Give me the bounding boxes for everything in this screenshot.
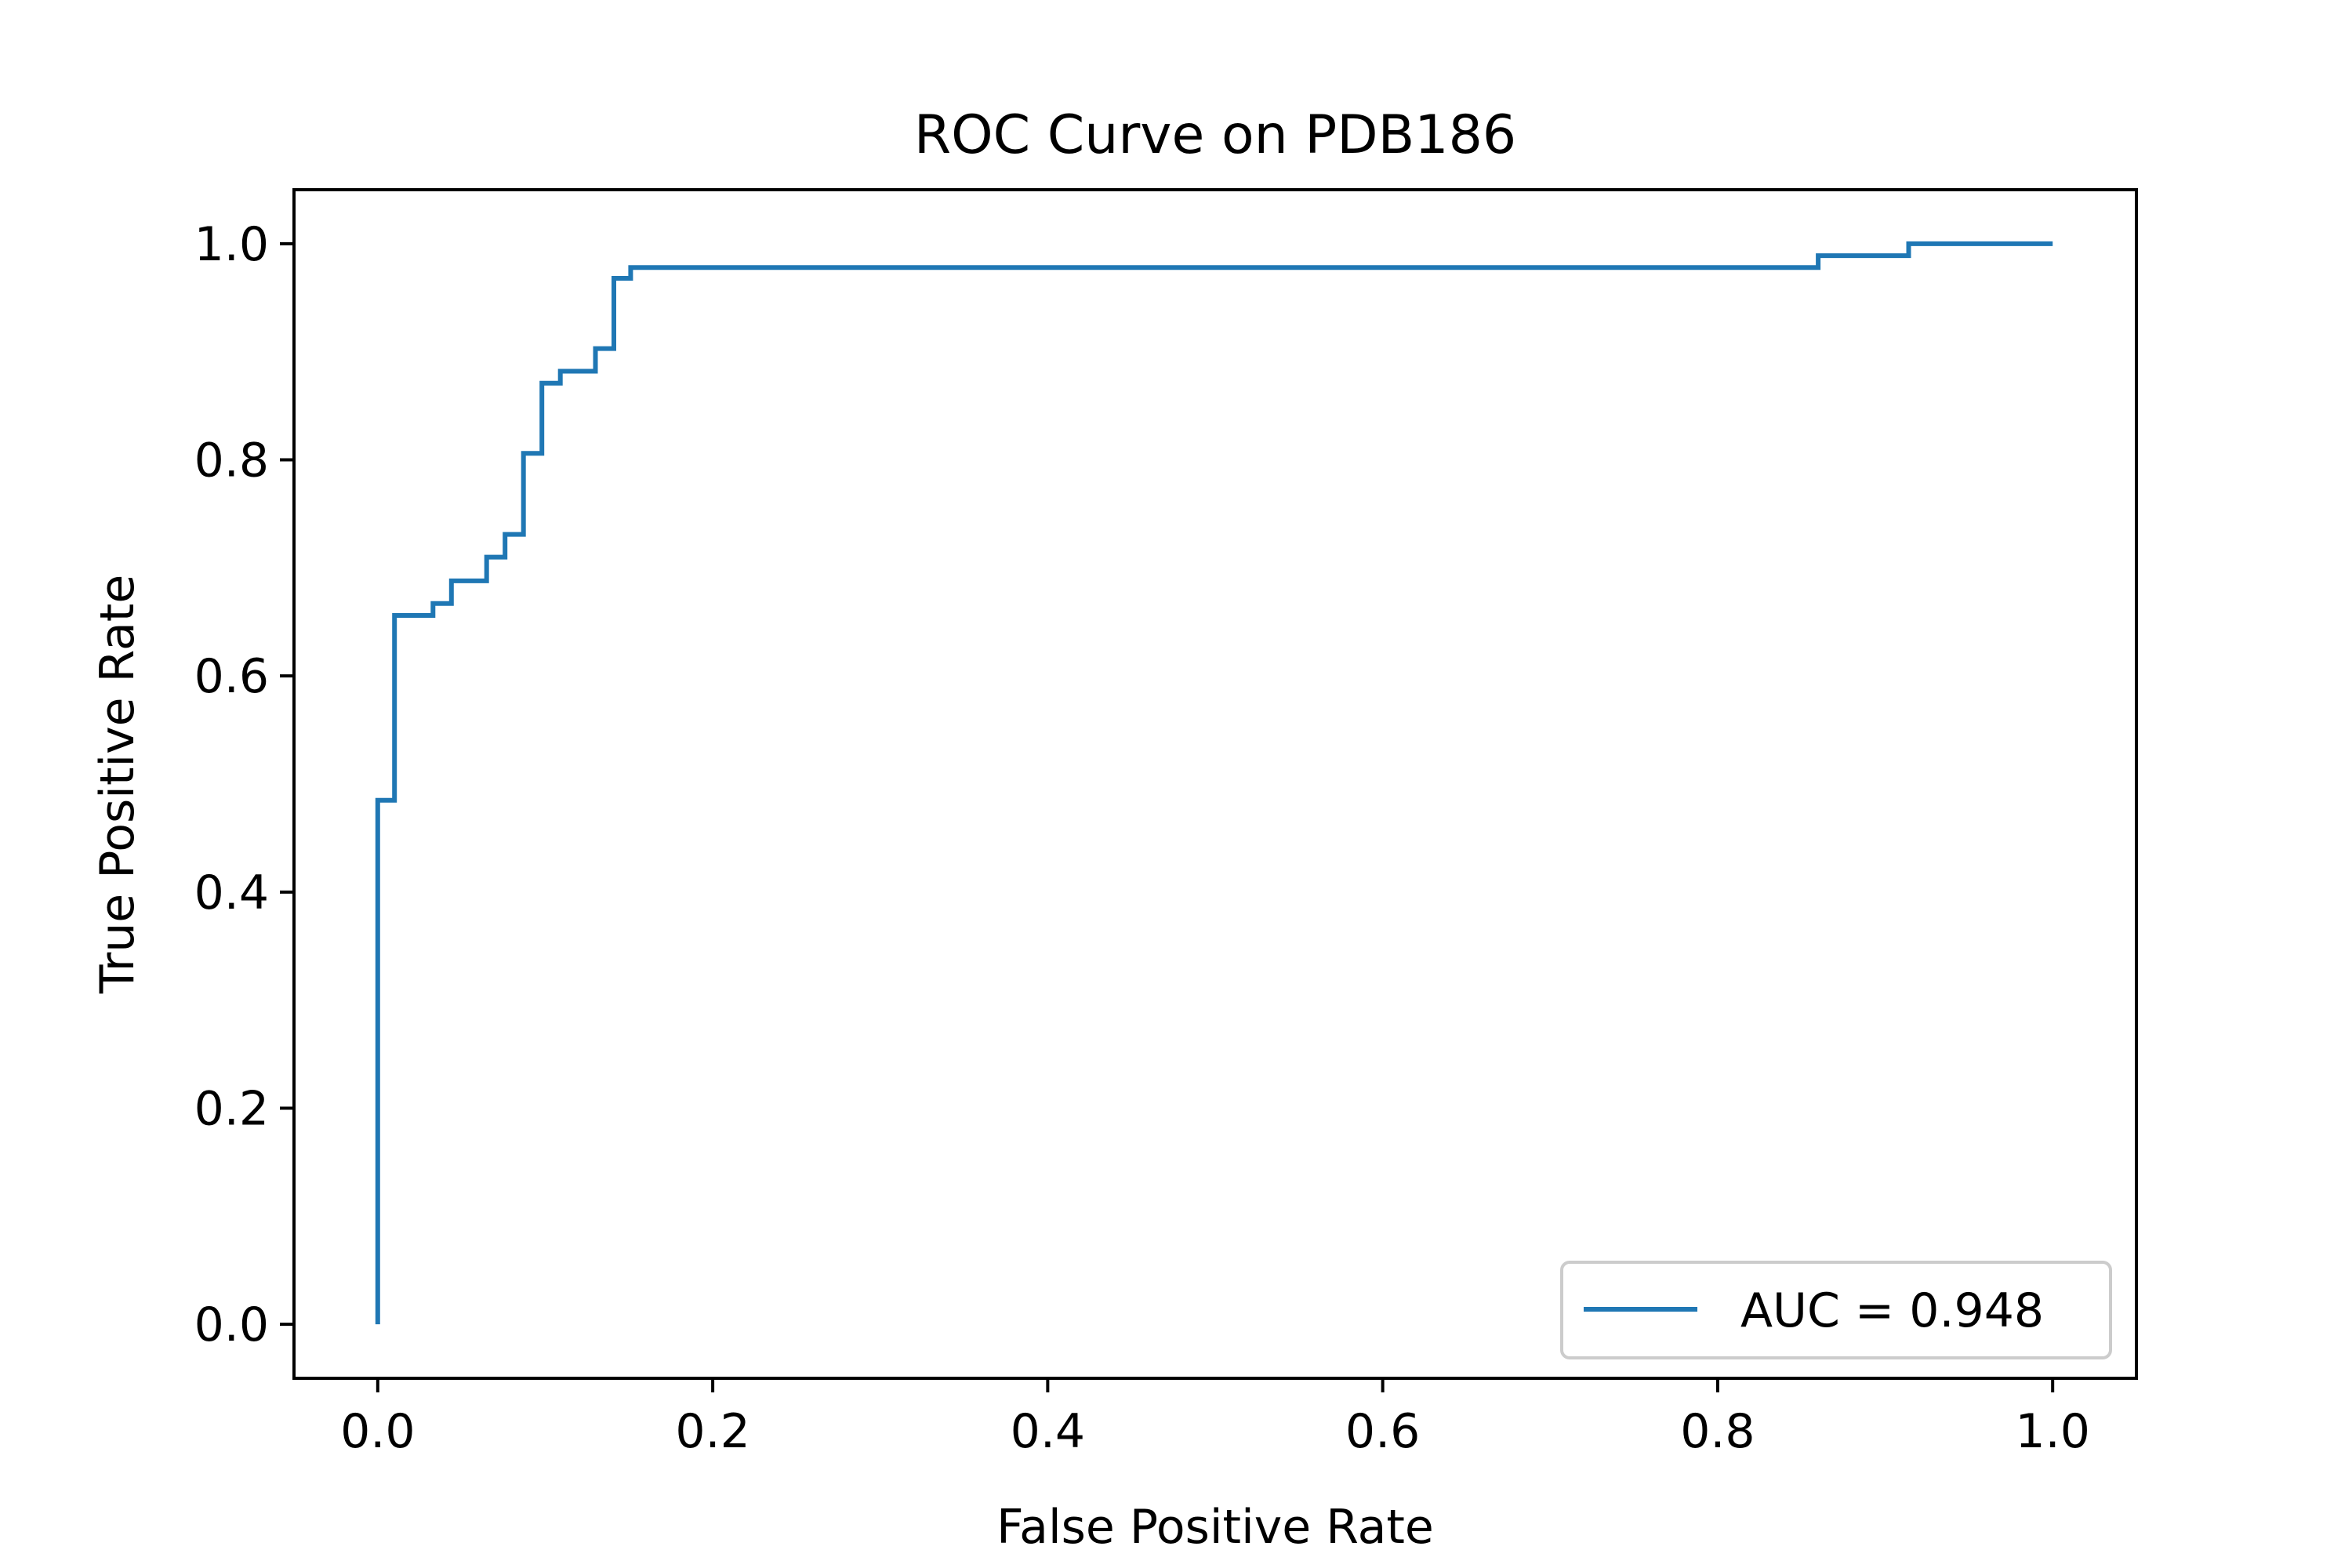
x-tick-label: 0.0: [340, 1404, 415, 1459]
x-axis-label: False Positive Rate: [996, 1500, 1434, 1555]
x-tick-label: 0.8: [1680, 1404, 1755, 1459]
x-tick-label: 0.2: [675, 1404, 750, 1459]
legend-box: [1560, 1261, 2112, 1359]
y-tick-label: 0.2: [194, 1081, 269, 1136]
y-tick-label: 0.6: [194, 649, 269, 704]
x-tick-label: 1.0: [2015, 1404, 2089, 1459]
y-tick-label: 1.0: [194, 217, 269, 272]
legend-entry-auc: AUC = 0.948: [1740, 1283, 2044, 1338]
plot-area: 0.0 0.2 0.4 0.6 0.8 1.0 0.0 0.2 0.4 0.6 0.8 1.0: [194, 188, 2138, 1459]
chart-title: ROC Curve on PDB186: [914, 104, 1516, 166]
y-tick-label: 0.8: [194, 434, 269, 488]
roc-curve-line: [375, 241, 2053, 1325]
x-tick-label: 0.6: [1345, 1404, 1420, 1459]
y-tick-label: 0.4: [194, 866, 269, 920]
x-tick-label: 0.4: [1011, 1404, 1085, 1459]
legend: AUC = 0.948: [1560, 1261, 2112, 1359]
y-axis-label: True Positive Rate: [90, 575, 145, 994]
plot-frame: [292, 188, 2138, 1380]
y-tick-label: 0.0: [194, 1298, 269, 1352]
